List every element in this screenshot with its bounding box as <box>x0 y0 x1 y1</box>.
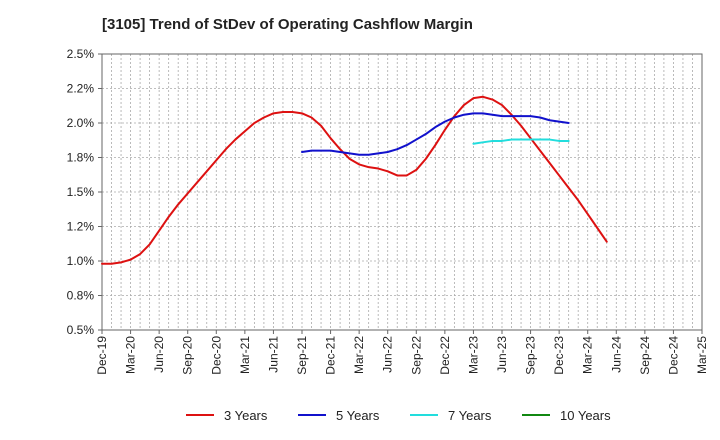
x-tick-label: Dec-20 <box>209 336 223 375</box>
x-tick-label: Jun-24 <box>609 336 623 373</box>
x-tick-label: Mar-25 <box>695 336 709 374</box>
legend-label-5-years: 5 Years <box>336 408 380 423</box>
x-tick-label: Dec-24 <box>666 336 680 375</box>
x-tick-label: Jun-23 <box>495 336 509 373</box>
legend-label-10-years: 10 Years <box>560 408 611 423</box>
y-tick-label: 2.5% <box>67 47 95 61</box>
y-tick-label: 1.5% <box>67 185 95 199</box>
y-axis: 0.5% 0.8% 1.0% 1.2% 1.5% 1.8% 2.0% 2.2% 2.5% <box>67 47 102 337</box>
y-tick-label: 1.0% <box>67 254 95 268</box>
y-tick-label: 1.8% <box>67 151 95 165</box>
x-tick-label: Dec-23 <box>552 336 566 375</box>
x-tick-label: Sep-24 <box>638 336 652 375</box>
x-tick-label: Jun-20 <box>152 336 166 373</box>
legend-label-7-years: 7 Years <box>448 408 492 423</box>
x-tick-label: Mar-23 <box>466 336 480 374</box>
x-tick-label: Jun-21 <box>266 336 280 373</box>
x-tick-label: Dec-22 <box>438 336 452 375</box>
series-line-3-years <box>101 95 608 265</box>
x-tick-label: Mar-22 <box>352 336 366 374</box>
y-tick-label: 0.8% <box>67 289 95 303</box>
y-tick-label: 0.5% <box>67 323 95 337</box>
legend: 3 Years 5 Years 7 Years 10 Years <box>186 408 611 423</box>
x-tick-label: Dec-21 <box>324 336 338 375</box>
x-tick-label: Sep-20 <box>181 336 195 375</box>
y-tick-label: 2.2% <box>67 82 95 96</box>
x-tick-label: Sep-22 <box>409 336 423 375</box>
x-tick-label: Mar-21 <box>238 336 252 374</box>
grid-lines <box>102 54 702 330</box>
legend-label-3-years: 3 Years <box>224 408 268 423</box>
y-tick-label: 1.2% <box>67 220 95 234</box>
chart-title: [3105] Trend of StDev of Operating Cashf… <box>102 16 473 33</box>
x-tick-label: Sep-21 <box>295 336 309 375</box>
series-line-7-years <box>472 138 570 145</box>
x-axis: Dec-19 Mar-20 Jun-20 Sep-20 Dec-20 Mar-21 Jun-… <box>95 330 709 375</box>
x-tick-label: Dec-19 <box>95 336 109 375</box>
series-lines <box>101 95 608 265</box>
y-tick-label: 2.0% <box>67 116 95 130</box>
x-tick-label: Jun-22 <box>381 336 395 373</box>
x-tick-label: Mar-24 <box>581 336 595 374</box>
x-tick-label: Mar-20 <box>124 336 138 374</box>
x-tick-label: Sep-23 <box>524 336 538 375</box>
series-line-5-years <box>301 112 570 156</box>
